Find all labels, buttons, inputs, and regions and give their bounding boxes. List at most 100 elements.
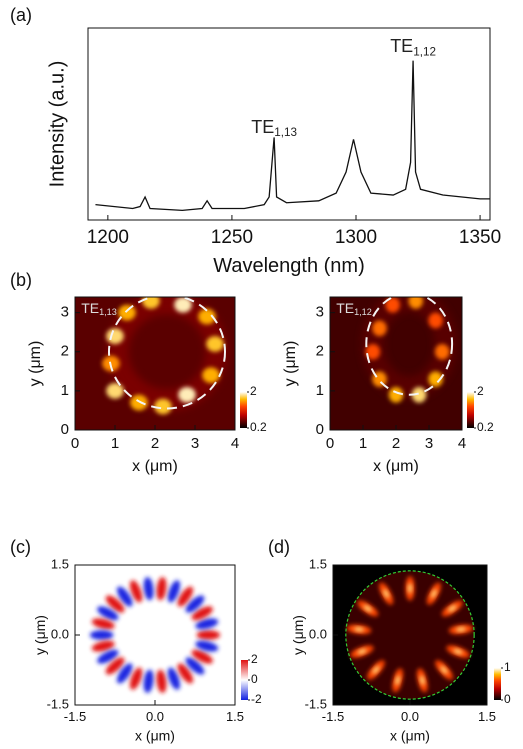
plot-area [75, 297, 235, 430]
lobe-core [363, 605, 373, 612]
hot-spot [385, 297, 400, 313]
field-lobe [91, 618, 115, 630]
colorbar-label: 0.2 [250, 420, 267, 434]
x-axis-label: x (μm) [390, 728, 430, 744]
lobe-core [372, 665, 380, 675]
hot-spot [130, 394, 148, 411]
x-tick-label: 0 [71, 435, 79, 452]
hot-spot [365, 343, 381, 360]
y-tick-label: 0.0 [309, 626, 327, 641]
y-axis-label: y (μm) [27, 341, 44, 387]
peak-label-sub: 1,13 [274, 126, 297, 139]
peak-label-main: TE [390, 36, 413, 56]
hot-spot [408, 297, 424, 309]
field-lobe [116, 663, 133, 684]
field-lobe [177, 663, 194, 684]
mode-label-main: TE [336, 300, 354, 316]
mode-label-sub: 1,12 [354, 308, 372, 318]
hot-spot [178, 386, 196, 403]
plot-frame [87, 27, 491, 221]
lobe-core [440, 665, 448, 675]
field-lobe [167, 580, 181, 603]
guide-circle [365, 297, 454, 396]
x-tick-label: 0 [326, 435, 334, 452]
field-lobe [143, 577, 154, 601]
lobe-core [357, 648, 367, 655]
field-lobe [91, 640, 115, 652]
hot-spot [118, 304, 136, 321]
mode-label: TE1,12 [336, 300, 372, 318]
x-tick-label: 1.5 [478, 709, 496, 724]
y-tick-label: 3 [316, 304, 324, 321]
field-lobe [129, 580, 143, 603]
x-tick-label: 1350 [459, 227, 501, 248]
y-axis-label: Intensity (a.u.) [46, 61, 68, 188]
hot-spot [428, 312, 443, 329]
x-axis-label: Wavelength (nm) [213, 255, 365, 277]
peak-label-main: TE [251, 117, 274, 137]
hot-spot [142, 297, 160, 309]
hot-spot [202, 367, 220, 384]
hot-spot [411, 386, 427, 403]
y-axis-label: y (μm) [282, 341, 299, 387]
panel-letter: (c) [10, 537, 31, 557]
x-axis-label: x (μm) [373, 458, 419, 475]
plot-area [330, 297, 462, 430]
hot-spot [206, 336, 224, 352]
x-tick-label: 3 [191, 435, 199, 452]
x-tick-label: -1.5 [64, 709, 86, 724]
hot-spot [154, 398, 172, 415]
colorbar [241, 660, 248, 700]
field-lobe [177, 586, 194, 607]
y-tick-label: 0 [61, 421, 69, 438]
plot-area [95, 60, 490, 212]
lobe-core [353, 627, 365, 632]
plot-area [333, 565, 487, 705]
y-axis-label: y (μm) [290, 615, 306, 655]
x-tick-label: 1.5 [226, 709, 244, 724]
y-tick-label: -1.5 [305, 696, 327, 711]
x-tick-label: 0.0 [146, 709, 164, 724]
lobe-core [383, 589, 390, 599]
field-lobe [195, 640, 219, 652]
y-tick-label: -1.5 [47, 696, 69, 711]
field-lobe [191, 649, 213, 664]
x-tick-label: 0.0 [401, 709, 419, 724]
hot-spot [198, 308, 216, 325]
hot-spot [106, 383, 124, 399]
y-tick-label: 1 [61, 382, 69, 399]
lobe-core [430, 589, 437, 599]
colorbar-label: 2 [251, 652, 258, 666]
hot-spot [106, 328, 124, 344]
colorbar-label: 1 [504, 660, 511, 674]
x-axis-label: x (μm) [132, 458, 178, 475]
guide-circle [108, 297, 226, 410]
colorbar-label: 0 [504, 692, 511, 706]
field-lobe [191, 606, 213, 621]
x-tick-label: 1200 [87, 227, 129, 248]
field-lobe [143, 669, 154, 693]
x-tick-label: 4 [458, 435, 466, 452]
hot-spot [434, 343, 450, 360]
y-tick-label: 1.5 [309, 556, 327, 571]
x-tick-label: 4 [231, 435, 239, 452]
guide-circle [345, 570, 475, 700]
field-lobe [89, 630, 114, 640]
panel-letter: (b) [10, 270, 32, 290]
lobe-core [447, 605, 457, 612]
x-tick-label: 1 [359, 435, 367, 452]
field-lobe [156, 669, 167, 693]
field-lobe [105, 595, 125, 613]
y-tick-label: 2 [316, 343, 324, 360]
x-tick-label: 1 [111, 435, 119, 452]
colorbar-label: 0.2 [477, 420, 494, 434]
colorbar-label: 0 [251, 672, 258, 686]
plot-area [75, 565, 235, 705]
y-tick-label: 3 [61, 304, 69, 321]
panel-letter: (d) [268, 537, 290, 557]
y-tick-label: 0 [316, 421, 324, 438]
colorbar-label: 2 [477, 384, 484, 398]
peak-label: TE1,13 [251, 117, 297, 140]
x-tick-label: 2 [392, 435, 400, 452]
